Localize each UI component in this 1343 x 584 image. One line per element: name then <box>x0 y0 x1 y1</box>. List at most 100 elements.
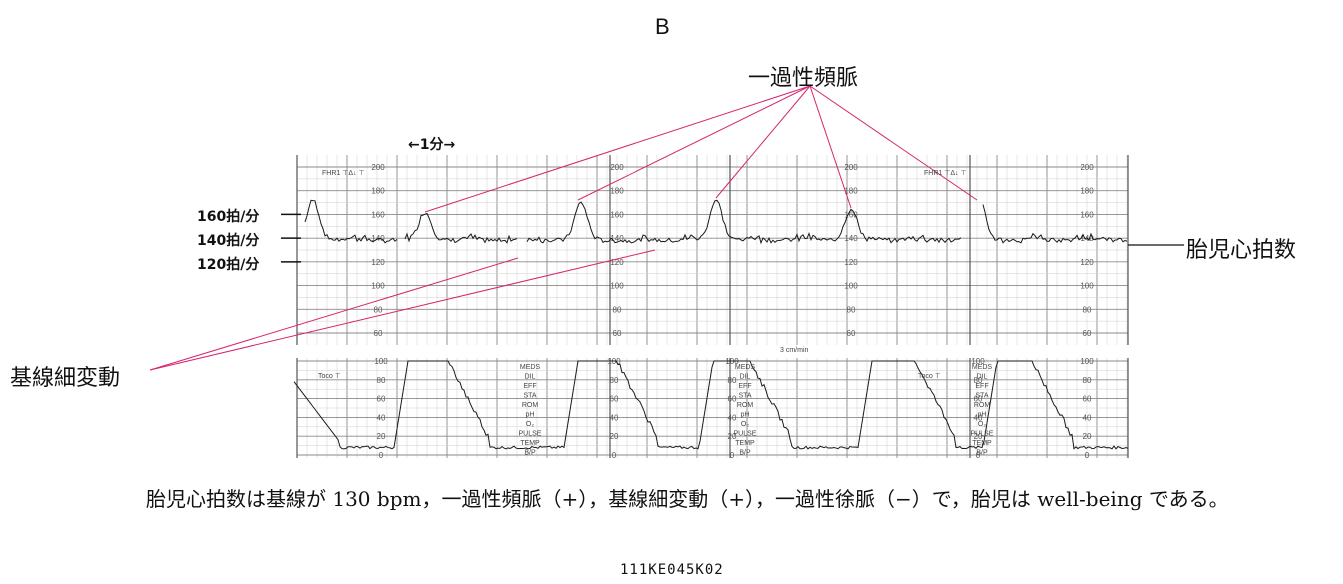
fhr-tick-label: 160 <box>610 210 624 219</box>
annotation-field: EFF <box>523 383 536 390</box>
fhr-tick-label: 60 <box>847 329 856 338</box>
label-acceleration: 一過性頻脈 <box>748 66 859 91</box>
annotation-field: MEDS <box>972 364 993 371</box>
annotation-field: pH <box>741 412 750 419</box>
label-fetal-heart-rate: 胎児心拍数 <box>1186 238 1297 263</box>
fhr-tick-label: 180 <box>1080 187 1094 196</box>
fhr-tick-label: 120 <box>844 258 858 267</box>
toco-tick-label: 60 <box>974 395 983 404</box>
annotation-field: O₂ <box>526 421 534 428</box>
annotation-field: pH <box>526 412 535 419</box>
fhr-tick-label: 100 <box>371 282 385 291</box>
fhr-tick-label: 180 <box>610 187 624 196</box>
paper-speed-label: 3 cm/min <box>780 347 809 354</box>
fhr-tick-label: 200 <box>844 163 858 172</box>
fhr-channel-label: FHR1 ⊤Δ↓ ⊤ <box>322 170 365 177</box>
fhr-trace <box>526 199 962 245</box>
ctg-traces <box>293 199 1129 450</box>
acceleration-leader <box>809 85 852 209</box>
toco-trace <box>293 360 1129 450</box>
acceleration-leader <box>809 85 978 201</box>
fhr-tick-label: 120 <box>1080 258 1094 267</box>
toco-tick-label: 0 <box>1085 451 1090 460</box>
toco-tick-label: 20 <box>728 432 737 441</box>
fhr-tick-label: 180 <box>371 187 385 196</box>
fhr-tick-label: 180 <box>844 187 858 196</box>
fhr-tick-label: 100 <box>1080 282 1094 291</box>
fhr-trace <box>404 212 518 244</box>
fhr-tick-label: 160 <box>371 210 385 219</box>
toco-tick-label: 40 <box>974 413 983 422</box>
toco-tick-label: 80 <box>728 376 737 385</box>
fhr-channel-label: FHR1 ⊤Δ↓ ⊤ <box>924 170 967 177</box>
bpm-140-label: 140拍/分 <box>197 233 260 249</box>
annotation-field: TEMP <box>735 440 755 447</box>
time-scale-label: ←1分→ <box>408 137 456 153</box>
toco-tick-label: 40 <box>377 413 386 422</box>
toco-tick-label: 20 <box>974 432 983 441</box>
annotation-field: TEMP <box>972 440 992 447</box>
variability-leader <box>149 257 519 371</box>
annotation-field: STA <box>975 393 988 400</box>
annotation-field: TEMP <box>520 440 540 447</box>
annotation-field: ROM <box>522 402 539 409</box>
toco-tick-label: 40 <box>1083 413 1092 422</box>
bpm-120-label: 120拍/分 <box>197 257 260 273</box>
strip-text: MEDS DIL EFF STA ROM pH O₂ PULSE TEMP B/P MEDS DIL E… <box>318 170 994 457</box>
annotation-field: DIL <box>977 374 988 381</box>
annotation-field: PULSE <box>971 431 994 438</box>
ctg-grid <box>281 155 1184 458</box>
toco-tick-label: 20 <box>610 432 619 441</box>
panel-label: B <box>655 14 670 39</box>
acceleration-leader <box>424 85 811 213</box>
variability-leader <box>149 249 656 371</box>
toco-tick-label: 20 <box>1083 432 1092 441</box>
annotation-field: STA <box>738 393 751 400</box>
toco-tick-label: 100 <box>1080 357 1094 366</box>
toco-tick-label: 60 <box>1083 395 1092 404</box>
toco-tick-label: 40 <box>728 413 737 422</box>
fhr-tick-label: 80 <box>613 305 622 314</box>
toco-tick-label: 100 <box>971 357 985 366</box>
annotation-field: ROM <box>737 402 754 409</box>
annotation-field: O₂ <box>741 421 749 428</box>
toco-channel-label: Toco ⊤ <box>318 373 341 380</box>
caption: 胎児心拍数は基線が 130 bpm，一過性頻脈（+），基線細変動（+），一過性徐… <box>146 487 1229 511</box>
fhr-tick-label: 60 <box>1083 329 1092 338</box>
fhr-tick-label: 160 <box>844 210 858 219</box>
annotation-field: PULSE <box>519 431 542 438</box>
toco-tick-label: 60 <box>610 395 619 404</box>
fhr-tick-label: 80 <box>847 305 856 314</box>
toco-tick-label: 0 <box>612 451 617 460</box>
fhr-tick-label: 160 <box>1080 210 1094 219</box>
fhr-tick-label: 60 <box>374 329 383 338</box>
fhr-tick-label: 60 <box>613 329 622 338</box>
figure-code: 111KE045K02 <box>620 562 724 578</box>
annotation-field: ROM <box>974 402 991 409</box>
toco-tick-label: 20 <box>377 432 386 441</box>
annotation-field: B/P <box>739 450 751 457</box>
annotation-leaders <box>149 85 978 371</box>
acceleration-leader <box>577 85 811 201</box>
fhr-tick-label: 120 <box>371 258 385 267</box>
fhr-tick-label: 140 <box>610 234 624 243</box>
fhr-tick-label: 140 <box>844 234 858 243</box>
fhr-tick-label: 200 <box>371 163 385 172</box>
annotation-field: MEDS <box>735 364 756 371</box>
fhr-tick-label: 100 <box>844 282 858 291</box>
annotation-field: EFF <box>975 383 988 390</box>
fhr-tick-label: 80 <box>374 305 383 314</box>
annotation-field: PULSE <box>734 431 757 438</box>
toco-tick-label: 60 <box>728 395 737 404</box>
acceleration-leader <box>715 85 811 199</box>
fhr-trace <box>304 199 398 244</box>
fhr-tick-label: 200 <box>1080 163 1094 172</box>
toco-tick-label: 80 <box>610 376 619 385</box>
toco-channel-label: Toco ⊤ <box>918 373 941 380</box>
annotation-field: pH <box>978 412 987 419</box>
bpm-160-label: 160拍/分 <box>197 209 260 225</box>
annotation-field: B/P <box>524 450 536 457</box>
toco-tick-label: 0 <box>379 451 384 460</box>
label-baseline-variability: 基線細変動 <box>10 366 121 391</box>
